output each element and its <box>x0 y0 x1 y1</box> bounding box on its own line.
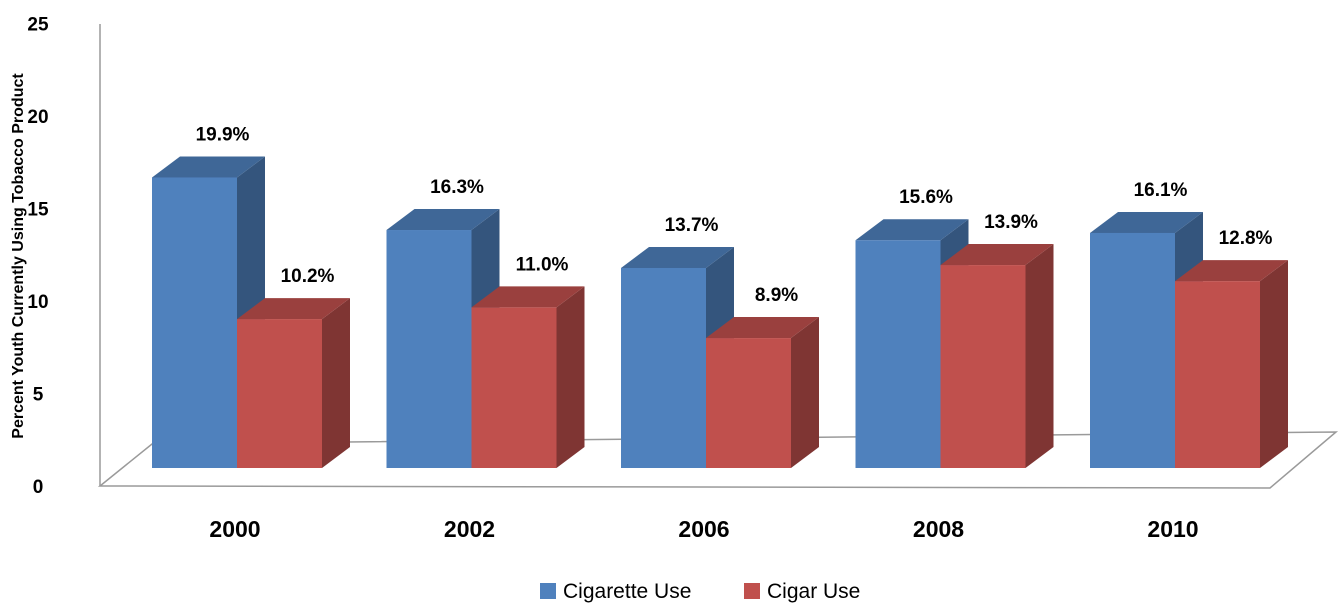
bar-cigar-2008 <box>940 244 1054 468</box>
bar-top <box>152 156 265 178</box>
bar-front <box>940 265 1026 468</box>
data-label: 15.6% <box>899 187 953 208</box>
bar-cigar-2006 <box>706 317 819 468</box>
chart-floor <box>97 431 1339 489</box>
y-axis-label: Percent Youth Currently Using Tobacco Pr… <box>10 73 27 439</box>
axes <box>97 24 1339 489</box>
bar-cigar-2010 <box>1175 260 1288 468</box>
data-label: 10.2% <box>281 266 335 287</box>
bar-side <box>1025 244 1054 468</box>
bar-side <box>556 286 585 468</box>
bar-front <box>1090 232 1175 468</box>
bar-cigar-2002 <box>471 286 585 468</box>
bar-top <box>471 286 585 308</box>
y-tick-label: 0 <box>33 477 44 498</box>
legend-label: Cigarette Use <box>563 580 691 603</box>
bar-top <box>855 219 969 241</box>
data-label: 16.3% <box>430 177 484 198</box>
bar-front <box>152 177 237 468</box>
bar-front <box>706 338 791 468</box>
bar-top <box>386 209 500 231</box>
bar-top <box>706 317 819 339</box>
x-tick-label: 2010 <box>1147 516 1198 542</box>
bar-side <box>322 298 350 468</box>
data-label: 12.8% <box>1219 228 1273 249</box>
bars <box>152 156 1288 468</box>
bar-side <box>791 317 819 468</box>
data-label: 8.9% <box>755 285 798 306</box>
x-tick-label: 2000 <box>209 516 260 542</box>
bar-front <box>621 267 706 468</box>
legend-swatch <box>744 583 760 599</box>
y-tick-label: 10 <box>27 292 48 313</box>
x-tick-label: 2006 <box>678 516 729 542</box>
x-tick-label: 2002 <box>444 516 495 542</box>
y-tick-label: 20 <box>27 107 48 128</box>
data-label: 11.0% <box>516 254 569 275</box>
bar-front <box>237 319 322 468</box>
data-label: 16.1% <box>1134 180 1188 201</box>
bar-top <box>940 244 1054 266</box>
legend-swatch <box>540 583 556 599</box>
x-tick-labels: 2000 2002 2006 2008 2010 <box>209 516 1198 542</box>
bar-top <box>621 246 734 268</box>
bar-side <box>1260 260 1288 468</box>
y-tick-labels: 0 5 10 15 20 25 <box>27 15 49 499</box>
bar-front <box>1175 281 1260 468</box>
bar-front <box>386 230 472 468</box>
bar-top <box>1175 260 1288 282</box>
bar-top <box>237 298 350 320</box>
y-tick-label: 25 <box>27 15 49 36</box>
data-labels: 19.9% 10.2% 16.3% 11.0% 13.7% 8.9% 15.6% 13.9% 1… <box>196 124 1273 306</box>
legend-item-cigarette: Cigarette Use <box>540 580 691 603</box>
y-tick-label: 5 <box>33 385 44 406</box>
bar-cigar-2000 <box>237 298 350 468</box>
bar-front <box>855 240 941 468</box>
data-label: 13.7% <box>665 215 719 236</box>
legend-label: Cigar Use <box>767 580 860 603</box>
bar-front <box>471 307 557 468</box>
data-label: 19.9% <box>196 124 250 145</box>
legend-item-cigar: Cigar Use <box>744 580 860 603</box>
bar-top <box>1090 211 1203 233</box>
x-tick-label: 2008 <box>913 516 964 542</box>
legend: Cigarette Use Cigar Use <box>540 580 860 603</box>
y-tick-label: 15 <box>27 200 49 221</box>
data-label: 13.9% <box>984 212 1038 233</box>
